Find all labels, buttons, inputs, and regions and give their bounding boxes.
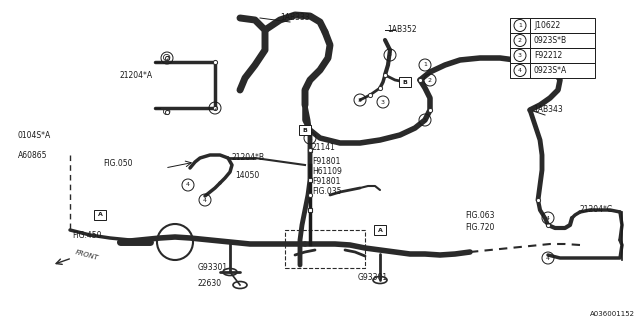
Text: FIG.050: FIG.050 — [103, 158, 132, 167]
Text: 14050: 14050 — [235, 171, 259, 180]
Text: 2: 2 — [213, 106, 217, 110]
Text: 1AB343: 1AB343 — [533, 106, 563, 115]
Text: 0923S*A: 0923S*A — [534, 66, 567, 75]
Text: 1: 1 — [518, 23, 522, 28]
Bar — [399, 77, 411, 87]
Bar — [299, 125, 311, 135]
Text: 22630: 22630 — [198, 278, 222, 287]
Text: 4: 4 — [546, 255, 550, 260]
Bar — [374, 225, 386, 235]
Text: J10622: J10622 — [534, 21, 560, 30]
Text: 4: 4 — [518, 68, 522, 73]
Text: F91801: F91801 — [312, 157, 340, 166]
Text: F91801: F91801 — [312, 178, 340, 187]
Text: 21204*A: 21204*A — [120, 70, 153, 79]
Text: 3: 3 — [388, 52, 392, 58]
Bar — [510, 18, 530, 33]
Text: 1AB352: 1AB352 — [387, 26, 417, 35]
Text: A: A — [97, 212, 102, 218]
Text: ⊙: ⊙ — [163, 53, 172, 63]
Text: 3: 3 — [381, 100, 385, 105]
Text: 2: 2 — [428, 77, 432, 83]
Text: 3: 3 — [423, 117, 427, 123]
Bar — [530, 33, 595, 48]
Text: 21204*B: 21204*B — [232, 153, 265, 162]
Text: 0923S*B: 0923S*B — [534, 36, 567, 45]
Text: G93301: G93301 — [358, 274, 388, 283]
Bar — [530, 18, 595, 33]
Text: 1: 1 — [423, 62, 427, 68]
Bar — [510, 33, 530, 48]
Text: ⊙: ⊙ — [163, 107, 172, 117]
Text: 0104S*A: 0104S*A — [18, 131, 51, 140]
Bar — [530, 63, 595, 78]
Bar — [510, 63, 530, 78]
Text: 21204*C: 21204*C — [580, 205, 613, 214]
Text: B: B — [403, 79, 408, 84]
Bar — [285, 230, 365, 268]
Text: A: A — [378, 228, 383, 233]
Text: FIG.720: FIG.720 — [465, 223, 494, 233]
Bar — [510, 48, 530, 63]
Text: 21141: 21141 — [312, 143, 336, 153]
Bar — [94, 210, 106, 220]
Text: 2: 2 — [165, 55, 169, 60]
Text: 1: 1 — [308, 135, 312, 140]
Text: 1AB333: 1AB333 — [280, 13, 310, 22]
Text: 4: 4 — [186, 182, 190, 188]
Text: 3: 3 — [518, 53, 522, 58]
Text: 2: 2 — [518, 38, 522, 43]
Text: B: B — [303, 127, 307, 132]
Text: 4: 4 — [546, 215, 550, 220]
Text: FIG.063: FIG.063 — [465, 211, 495, 220]
Text: FRONT: FRONT — [75, 249, 100, 261]
Text: A036001152: A036001152 — [590, 311, 635, 317]
Text: FIG.035: FIG.035 — [312, 188, 342, 196]
Text: F92212: F92212 — [534, 51, 563, 60]
Text: H61109: H61109 — [312, 167, 342, 177]
Text: A60865: A60865 — [18, 150, 47, 159]
Text: FIG.450: FIG.450 — [72, 230, 102, 239]
Bar — [530, 48, 595, 63]
Text: 3: 3 — [358, 98, 362, 102]
Text: 4: 4 — [203, 197, 207, 203]
Text: G93301: G93301 — [198, 263, 228, 273]
